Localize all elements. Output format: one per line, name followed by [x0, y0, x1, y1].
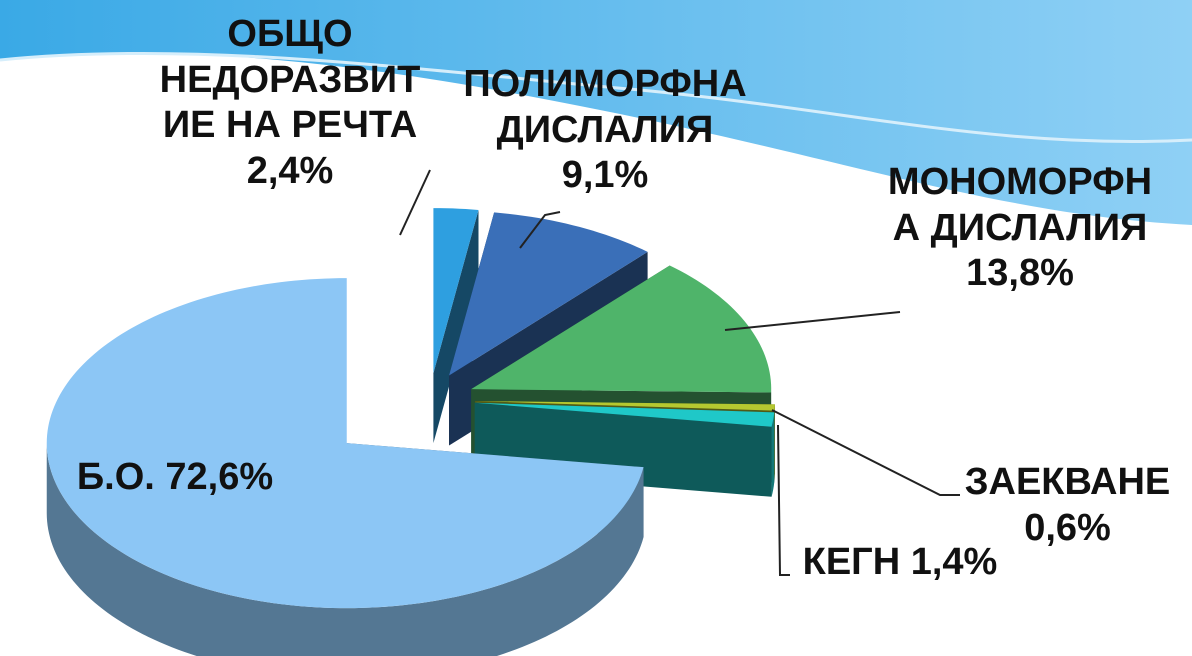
value-label: 72,6% [165, 456, 274, 498]
leader-line [771, 409, 960, 496]
slice [46, 278, 644, 609]
category-label: КЕГН [802, 541, 901, 583]
slice [433, 208, 479, 374]
value-label: 2,4% [246, 149, 334, 192]
category-label: МОНОМОРФНА ДИСЛАЛИЯ [887, 161, 1153, 249]
leader-line [399, 169, 431, 236]
leader-line [724, 311, 901, 331]
slice-side [433, 209, 479, 444]
slice-side [771, 412, 775, 497]
data-label: ПОЛИМОРФНА ДИСЛАЛИЯ 9,1% [455, 62, 755, 199]
category-label: ПОЛИМОРФНА ДИСЛАЛИЯ [463, 63, 747, 151]
leader-line [519, 211, 561, 249]
value-label: 1,4% [910, 541, 998, 583]
data-label: Б.О. 72,6% [45, 455, 305, 501]
data-label: ОБЩО НЕДОРАЗВИТИЕ НА РЕЧТА 2,4% [150, 12, 430, 194]
data-label: МОНОМОРФНА ДИСЛАЛИЯ 13,8% [880, 160, 1160, 297]
background-wave [0, 0, 1192, 225]
slice-side [46, 443, 644, 656]
category-label: ОБЩО НЕДОРАЗВИТИЕ НА РЕЧТА [159, 13, 421, 147]
slice [474, 402, 775, 427]
leader-line [777, 424, 790, 576]
leader-lines [399, 169, 960, 576]
data-label: КЕГН 1,4% [795, 540, 1005, 586]
value-label: 0,6% [1024, 506, 1111, 549]
category-label: ЗАЕКВАНЕ [964, 461, 1171, 503]
data-label: ЗАЕКВАНЕ 0,6% [950, 460, 1185, 551]
value-label: 13,8% [966, 252, 1074, 295]
slice [474, 401, 775, 411]
slice [449, 212, 648, 376]
slice [471, 265, 772, 393]
category-label: Б.О. [76, 456, 155, 498]
background-curve [0, 51, 1192, 144]
value-label: 9,1% [561, 154, 649, 197]
